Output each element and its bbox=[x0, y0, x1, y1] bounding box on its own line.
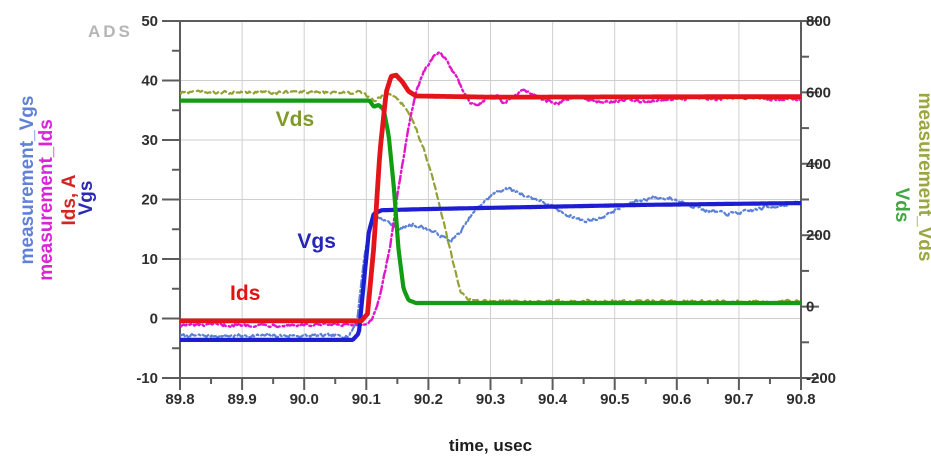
y-right-tick-label: 600 bbox=[806, 84, 831, 101]
series-group bbox=[180, 51, 801, 342]
left-axis-label-measurement_Ids: measurement_Ids bbox=[36, 119, 57, 281]
ads-logo: ADS bbox=[88, 22, 133, 41]
annotation-Ids: Ids bbox=[230, 282, 260, 305]
y-left-tick-label: 30 bbox=[141, 132, 158, 149]
annotation-Vgs: Vgs bbox=[297, 230, 336, 253]
right-axis-label-Vds: Vds bbox=[891, 188, 912, 223]
y-left-tick-label: 40 bbox=[141, 73, 158, 90]
x-tick-label: 89.8 bbox=[165, 391, 194, 408]
series-Vgs bbox=[180, 201, 801, 342]
left-axis-label-Ids, A: Ids, A bbox=[59, 174, 80, 225]
series-Vds bbox=[180, 98, 801, 306]
annotation-Vds: Vds bbox=[276, 108, 315, 131]
x-tick-label: 90.7 bbox=[724, 391, 753, 408]
x-axis-title: time, usec bbox=[449, 436, 532, 455]
series-Ids bbox=[180, 72, 801, 324]
y-left-tick-label: 20 bbox=[141, 192, 158, 209]
y-right-tick-label: 0 bbox=[806, 299, 814, 316]
series-measurement_Vgs bbox=[180, 186, 801, 340]
y-right-tick-label: -200 bbox=[806, 370, 836, 387]
right-axis-label-measurement_Vds: measurement_Vds bbox=[914, 93, 931, 262]
left-axis-label-Vgs: Vgs bbox=[76, 181, 97, 216]
y-right-tick-label: 800 bbox=[806, 13, 831, 30]
x-tick-label: 90.6 bbox=[662, 391, 691, 408]
left-axis-label-measurement_Vgs: measurement_Vgs bbox=[17, 96, 38, 265]
y-left-tick-label: 10 bbox=[141, 251, 158, 268]
x-tick-label: 90.1 bbox=[352, 391, 381, 408]
plot-frame bbox=[179, 20, 802, 379]
tick-labels: 89.8 89.9 90.0 90.1 90.2 90.3 90.4 90.5 90.6 90.7… bbox=[136, 13, 836, 408]
x-tick-label: 90.2 bbox=[414, 391, 443, 408]
x-tick-label: 90.5 bbox=[600, 391, 629, 408]
y-right-tick-label: 200 bbox=[806, 227, 831, 244]
y-right-tick-label: 400 bbox=[806, 156, 831, 173]
y-left-tick-label: 50 bbox=[141, 13, 158, 30]
x-tick-label: 90.8 bbox=[786, 391, 815, 408]
x-tick-label: 89.9 bbox=[227, 391, 256, 408]
x-tick-label: 90.4 bbox=[538, 391, 568, 408]
x-tick-label: 90.0 bbox=[290, 391, 319, 408]
y-left-tick-label: 0 bbox=[150, 311, 158, 328]
x-tick-label: 90.3 bbox=[476, 391, 505, 408]
y-left-tick-label: -10 bbox=[136, 370, 158, 387]
